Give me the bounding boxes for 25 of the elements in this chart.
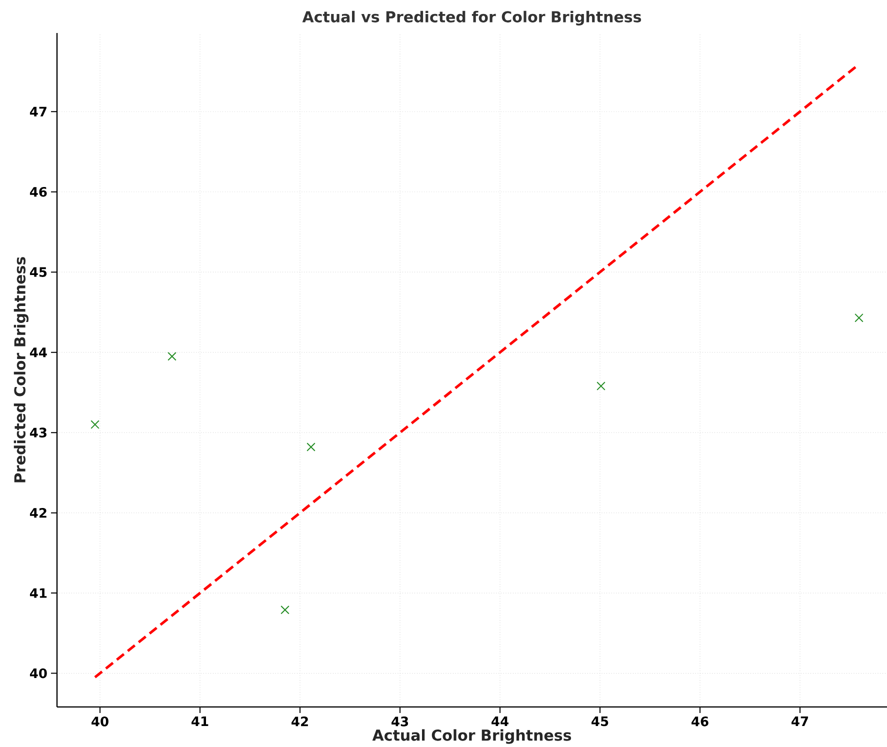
y-tick-label: 45 xyxy=(30,267,47,277)
point xyxy=(168,352,176,361)
point xyxy=(854,313,864,322)
x-tick-label: 46 xyxy=(692,716,708,726)
x-tick-label: 41 xyxy=(192,716,208,726)
chart-title: Actual vs Predicted for Color Brightness xyxy=(302,10,642,26)
x-axis-title: Actual Color Brightness xyxy=(372,729,572,744)
x-tick-label: 40 xyxy=(92,716,108,726)
y-tick-label: 41 xyxy=(30,588,47,598)
y-tick-label: 40 xyxy=(30,668,47,678)
x-tick-label: 45 xyxy=(592,716,608,726)
y-tick-label: 44 xyxy=(30,348,47,358)
point xyxy=(596,382,606,390)
y-tick-label: 46 xyxy=(30,186,47,197)
y-axis-title: Predicted Color Brightness xyxy=(14,257,29,482)
point xyxy=(306,442,316,452)
y-tick-label: 43 xyxy=(30,428,46,438)
x-tick-label: 42 xyxy=(292,716,308,726)
point xyxy=(90,420,100,429)
point xyxy=(280,606,290,614)
y-tick-label: 42 xyxy=(30,508,46,518)
x-tick-label: 43 xyxy=(392,716,408,726)
y-tick-label: 47 xyxy=(30,106,46,116)
x-tick-label: 47 xyxy=(792,716,808,726)
x-tick-label: 44 xyxy=(492,716,508,726)
